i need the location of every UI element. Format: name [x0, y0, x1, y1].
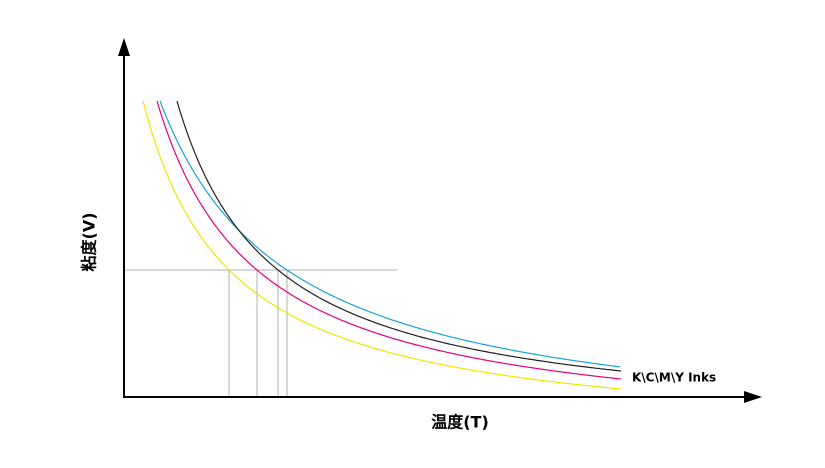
- legend-label: K\C\M\Y Inks: [632, 371, 716, 385]
- x-axis-label: 温度(T): [430, 413, 489, 432]
- x-axis-arrow: [744, 391, 762, 403]
- curve-magenta: [156, 100, 622, 380]
- y-axis-arrow: [118, 38, 130, 56]
- axes: [118, 38, 762, 403]
- y-axis-label: 粘度(V): [80, 212, 99, 271]
- curve-black: [176, 100, 622, 372]
- curves: [142, 100, 622, 390]
- curve-yellow: [142, 100, 622, 390]
- guide-lines: [124, 269, 397, 397]
